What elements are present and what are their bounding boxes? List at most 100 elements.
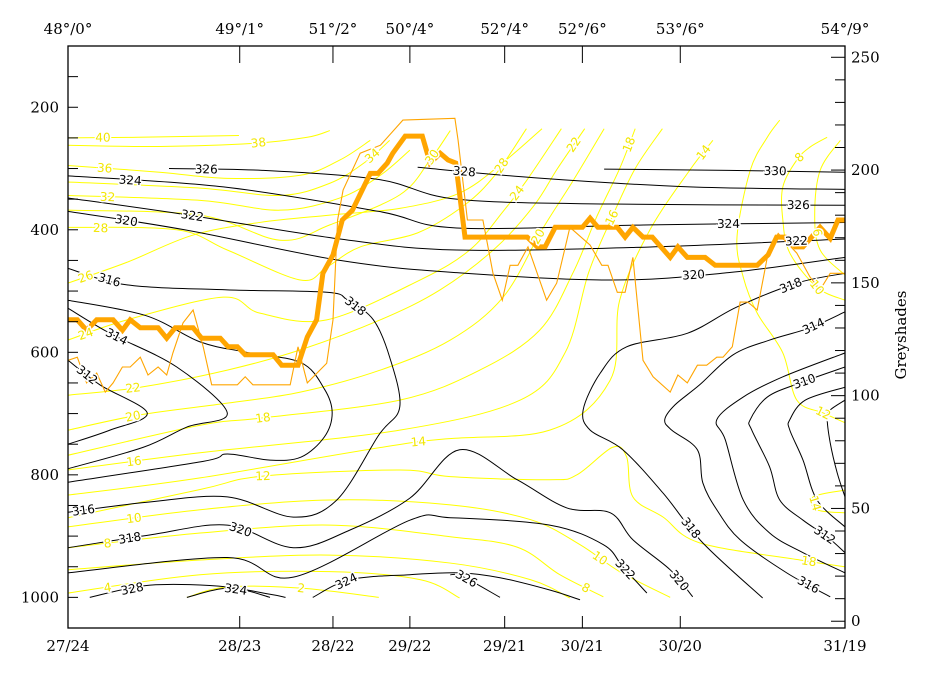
humidity-contour-label: 22 — [564, 134, 584, 155]
isentrope-contour-label: 322 — [180, 207, 205, 224]
isentrope-contour-label: 310 — [791, 371, 817, 392]
isentrope-contour-label: 318 — [117, 529, 142, 546]
top-location-label: 51°/2° — [309, 20, 358, 38]
humidity-contour-label: 20 — [124, 408, 142, 425]
isentrope-contour — [68, 449, 694, 598]
orange-series — [68, 117, 845, 394]
right-tick-label: 0 — [851, 612, 861, 630]
isentrope-contour — [787, 386, 845, 528]
isentrope-contour — [826, 399, 845, 498]
isentrope-contour-label: 320 — [114, 212, 139, 229]
isentrope-contour-label: 322 — [785, 234, 808, 249]
isentrope-contour — [68, 267, 401, 518]
humidity-contour-label: 6 — [810, 228, 825, 238]
humidity-contour — [186, 585, 379, 598]
isentrope-contour — [68, 307, 228, 470]
isentrope-contour — [68, 359, 148, 445]
isentrope-contour-label: 314 — [800, 315, 827, 337]
humidity-contour-label: 18 — [800, 553, 817, 569]
right-axis-title: Greyshades — [892, 291, 910, 380]
isentrope-contour — [604, 168, 845, 173]
isentrope-contour-label: 328 — [452, 164, 476, 180]
isentrope-contour-label: 324 — [118, 172, 142, 188]
humidity-contour — [781, 136, 845, 301]
bottom-time-label: 29/22 — [388, 637, 431, 655]
top-location-label: 52°/4° — [480, 20, 529, 38]
humidity-contour — [68, 128, 527, 282]
humidity-contour — [68, 445, 845, 568]
humidity-contour — [68, 130, 331, 148]
humidity-contour — [68, 128, 663, 471]
isentrope-contour — [186, 587, 286, 598]
humidity-contour-label: 12 — [813, 403, 833, 422]
isentrope-contour — [68, 175, 845, 230]
isentrope-contour-label: 312 — [74, 362, 101, 387]
humidity-contour-label: 8 — [579, 580, 592, 596]
right-tick-label: 250 — [851, 48, 880, 66]
humidity-contour — [68, 139, 391, 197]
humidity-contour — [68, 128, 636, 456]
top-location-label: 52°/6° — [558, 20, 607, 38]
isentrope-contour-label: 316 — [71, 502, 95, 519]
humidity-contours — [68, 119, 845, 599]
humidity-contour-label: 10 — [126, 510, 143, 526]
humidity-contour — [68, 128, 543, 284]
humidity-contour-label: 2 — [296, 581, 305, 596]
isentrope-contour — [417, 166, 845, 190]
isentrope-contour-label: 326 — [787, 198, 810, 212]
humidity-contour-label: 16 — [126, 453, 143, 469]
isentrope-contour — [169, 168, 845, 206]
humidity-contour — [736, 119, 845, 424]
isentrope-contour-label: 318 — [778, 275, 804, 297]
thin-orange-line — [68, 117, 845, 394]
humidity-contour-label: 16 — [602, 208, 621, 228]
isentrope-contour-label: 316 — [795, 573, 822, 596]
isentrope-contour — [582, 272, 845, 599]
humidity-contour-label: 12 — [255, 469, 271, 484]
isentrope-contour-label: 316 — [96, 270, 122, 290]
contour-labels: 40 38363432302828262424222220201818161614… — [70, 129, 840, 599]
bottom-time-label: 28/23 — [218, 637, 261, 655]
humidity-contour — [68, 128, 562, 341]
bottom-time-label: 30/20 — [659, 637, 702, 655]
top-location-label: 54°/9° — [821, 20, 870, 38]
isentrope-contour — [68, 210, 845, 281]
humidity-contour-label: 4 — [103, 580, 112, 595]
right-tick-label: 200 — [851, 161, 880, 179]
isentrope-contour — [748, 366, 845, 554]
isentrope-contours — [68, 166, 845, 601]
humidity-contour — [68, 134, 239, 139]
top-location-label: 48°/0° — [44, 20, 93, 38]
isentrope-contour — [450, 573, 501, 598]
humidity-contour-label: 38 — [250, 135, 267, 151]
humidity-contour — [68, 499, 671, 598]
isentrope-contour — [89, 583, 271, 598]
bottom-time-label: 30/21 — [561, 637, 604, 655]
humidity-contour-label: 32 — [100, 190, 116, 205]
isentrope-contour-label: 326 — [195, 162, 218, 176]
isentrope-contour-label: 318 — [678, 515, 703, 542]
humidity-contour — [68, 128, 586, 396]
bottom-time-label: 29/21 — [483, 637, 526, 655]
humidity-contour — [68, 139, 371, 180]
isentrope-contour-label: 326 — [453, 567, 480, 590]
humidity-contour — [68, 140, 714, 496]
isentrope-contour-label: 324 — [333, 570, 360, 592]
left-tick-label: 200 — [30, 98, 59, 116]
isentrope-contour-label: 312 — [811, 523, 838, 548]
humidity-contour-label: 24 — [76, 325, 95, 343]
humidity-contour — [68, 524, 604, 598]
right-tick-label: 50 — [851, 499, 870, 517]
humidity-contour — [68, 128, 605, 431]
axes: 200 400 600 800 1000 0 50 100 150 200 250 48°/0° 27/… — [21, 20, 880, 655]
humidity-contour — [810, 489, 845, 514]
humidity-contour-label: 8 — [792, 150, 807, 165]
isentrope-contour-label: 320 — [666, 567, 691, 594]
left-tick-label: 400 — [30, 221, 59, 239]
right-tick-label: 100 — [851, 387, 880, 405]
right-tick-label: 150 — [851, 274, 880, 292]
humidity-contour-label: 36 — [97, 161, 113, 176]
isentrope-contour-label: 320 — [227, 519, 253, 540]
humidity-contour-label: 14 — [693, 142, 713, 163]
